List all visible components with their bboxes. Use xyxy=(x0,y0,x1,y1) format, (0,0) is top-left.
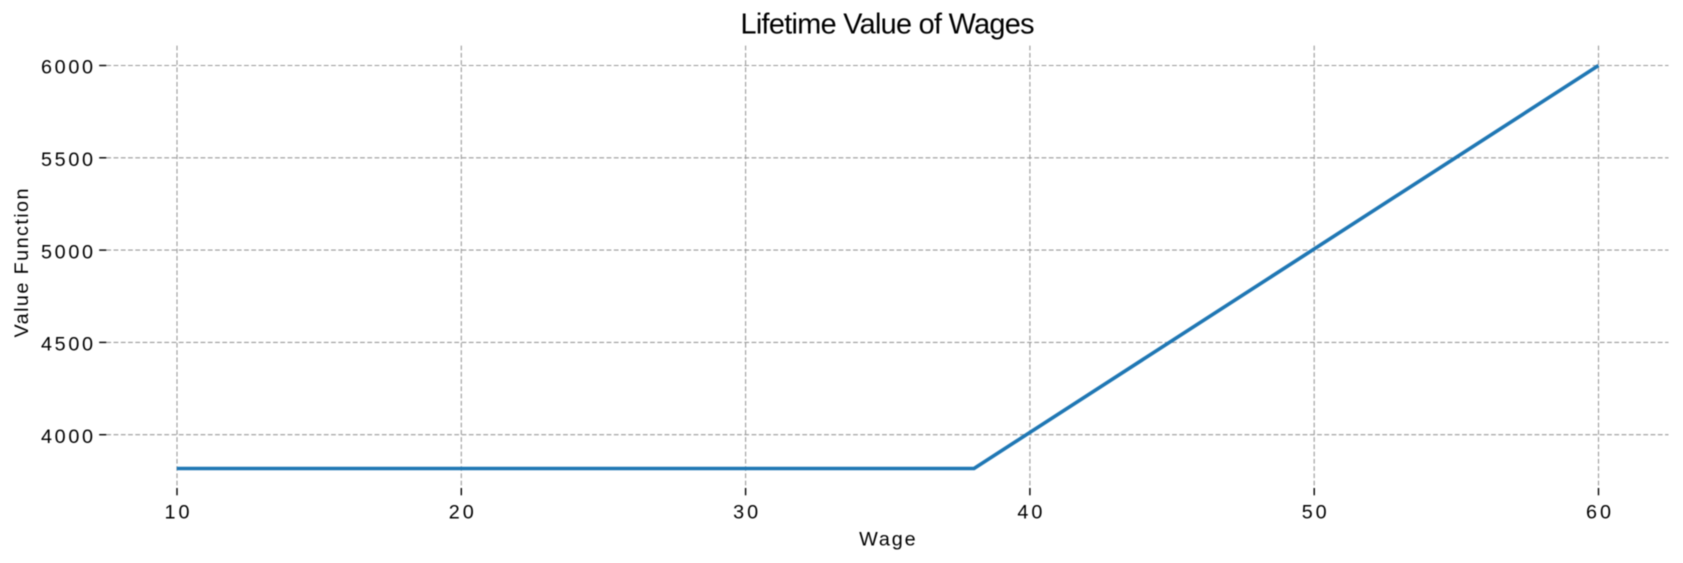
svg-text:Lifetime Value of Wages: Lifetime Value of Wages xyxy=(741,9,1035,41)
svg-text:Value Function: Value Function xyxy=(11,189,33,338)
svg-text:Wage: Wage xyxy=(859,528,916,550)
